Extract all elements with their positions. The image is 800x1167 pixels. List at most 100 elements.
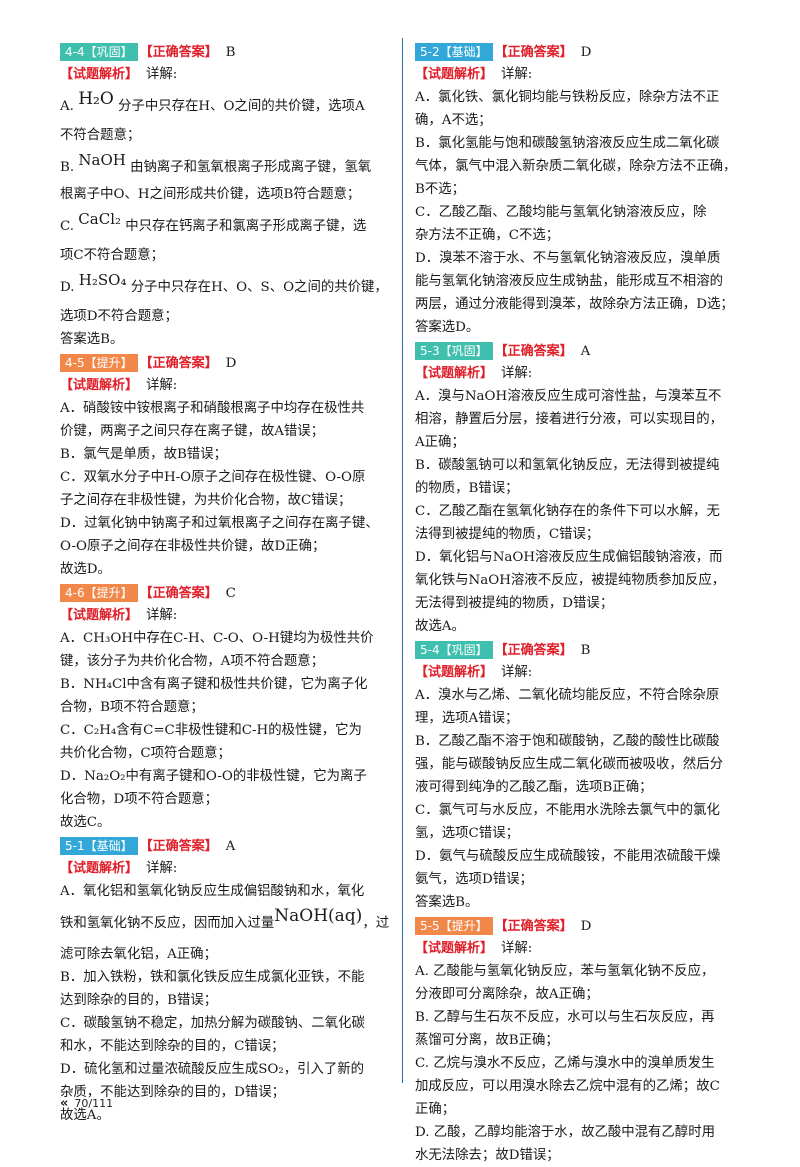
text-line: 项C不符合题意； — [60, 248, 164, 263]
text-line: D．硫化氢和过量浓硫酸反应生成SO₂，引入了新的 — [60, 1062, 365, 1077]
text-line: 氢，选项C错误； — [415, 826, 519, 841]
text-line: 氧化铁与NaOH溶液不反应，被提纯物质参加反应， — [415, 573, 726, 588]
text-line: B．加入铁粉，铁和氯化铁反应生成氯化亚铁，不能 — [60, 970, 365, 985]
answer-value: D — [580, 918, 592, 934]
question-tag: 5-1【基础】 — [60, 837, 138, 855]
question-header: 4-5【提升】 【正确答案】 D — [60, 352, 390, 374]
page-number: 70/111 — [74, 1097, 114, 1110]
analysis-row: 【试题解析】 详解: — [415, 63, 750, 86]
detail-label: 详解: — [146, 861, 178, 876]
detail-label: 详解: — [146, 378, 178, 393]
text-line: B．氯化氢能与饱和碳酸氢钠溶液反应生成二氧化碳 — [415, 136, 720, 151]
text-line: C．乙酸乙酯在氢氧化钠存在的条件下可以水解，无 — [415, 504, 720, 519]
text-line: 故选D。 — [60, 562, 111, 577]
text-line: D. H₂SO₄ 分子中只存在H、O、S、O之间的共价键， — [60, 271, 388, 295]
analysis-label: 【试题解析】 — [415, 665, 494, 680]
answer-label: 【正确答案】 — [139, 355, 218, 371]
detail-label: 详解: — [146, 67, 178, 82]
text-line: 液可得到纯净的乙酸乙酯，选项B正确； — [415, 780, 653, 795]
question-tag: 4-6【提升】 — [60, 584, 138, 602]
text-line: B. 乙醇与生石灰不反应，水可以与生石灰反应，再 — [415, 1010, 715, 1025]
answer-label: 【正确答案】 — [494, 918, 573, 934]
text-line: 滤可除去氧化铝，A正确； — [60, 947, 217, 962]
question-header: 4-4【巩固】 【正确答案】 B — [60, 41, 390, 63]
text-line: A．硝酸铵中铵根离子和硝酸根离子中均存在极性共 — [60, 401, 365, 416]
detail-label: 详解: — [501, 941, 533, 956]
text-line: B．氯气是单质，故B错误； — [60, 447, 227, 462]
question-header: 5-1【基础】 【正确答案】 A — [60, 835, 390, 857]
answer-label: 【正确答案】 — [139, 44, 218, 60]
text-line: 两层，通过分液能得到溴苯，故除杂方法正确，D选； — [415, 297, 734, 312]
formula: NaOH — [78, 151, 126, 169]
text-line: 蒸馏可分离，故B正确； — [415, 1033, 559, 1048]
text-line: 故选C。 — [60, 815, 111, 830]
text-line: A正确； — [415, 435, 465, 450]
text-line: 价键，两离子之间只存在离子键，故A错误； — [60, 424, 325, 439]
text-line: 加成反应，可以用溴水除去乙烷中混有的乙烯；故C — [415, 1079, 720, 1094]
text-line: C. CaCl₂ 中只存在钙离子和氯离子形成离子键，选 — [60, 210, 367, 234]
text-line: 达到除杂的目的，B错误； — [60, 993, 218, 1008]
text-line: C．双氧水分子中H-O原子之间存在极性键、O-O原 — [60, 470, 366, 485]
analysis-row: 【试题解析】 详解: — [60, 604, 390, 627]
question-tag: 4-5【提升】 — [60, 354, 138, 372]
text-line: 法得到被提纯的物质，C错误； — [415, 527, 600, 542]
text-line: A．CH₃OH中存在C-H、C-O、O-H键均为极性共价 — [60, 631, 374, 646]
text-line: A. 乙酸能与氢氧化钠反应，苯与氢氧化钠不反应， — [415, 964, 715, 979]
answer-value: B — [225, 44, 236, 60]
detail-label: 详解: — [501, 665, 533, 680]
text-line: D．氨气与硫酸反应生成硫酸铵，不能用浓硫酸干燥 — [415, 849, 721, 864]
formula: CaCl₂ — [78, 210, 122, 228]
question-tag: 5-5【提升】 — [415, 917, 493, 935]
answer-label: 【正确答案】 — [494, 44, 573, 60]
detail-label: 详解: — [146, 608, 178, 623]
text-line: D．过氧化钠中钠离子和过氧根离子之间存在离子键、 — [60, 516, 379, 531]
question-header: 5-2【基础】 【正确答案】 D — [415, 41, 750, 63]
formula: H₂O — [78, 89, 114, 109]
text-line: 水无法除去；故D错误； — [415, 1148, 560, 1163]
text-line: 相溶，静置后分层，接着进行分液，可以实现目的， — [415, 412, 723, 427]
text-line: A．氧化铝和氢氧化钠反应生成偏铝酸钠和水，氧化 — [60, 884, 365, 899]
question-tag: 5-3【巩固】 — [415, 342, 493, 360]
text-line: 确，A不选； — [415, 113, 492, 128]
text-line: D．溴苯不溶于水、不与氢氧化钠溶液反应，溴单质 — [415, 251, 721, 266]
text-line: A．溴与NaOH溶液反应生成可溶性盐，与溴苯互不 — [415, 389, 722, 404]
text-line: 杂方法不正确，C不选； — [415, 228, 560, 243]
text-line: D．Na₂O₂中有离子键和O-O的非极性键，它为离子 — [60, 769, 367, 784]
answer-value: A — [225, 838, 236, 854]
text-line: 答案选B。 — [415, 895, 479, 910]
analysis-row: 【试题解析】 详解: — [415, 362, 750, 385]
text-line: A. H₂O 分子中只存在H、O之间的共价键，选项A — [60, 89, 365, 114]
analysis-label: 【试题解析】 — [60, 378, 139, 393]
text-line: 化合物，D项不符合题意； — [60, 792, 219, 807]
formula: H₂SO₄ — [78, 271, 127, 289]
text-line: D. 乙酸，乙醇均能溶于水，故乙酸中混有乙醇时用 — [415, 1125, 715, 1140]
answer-value: D — [580, 44, 592, 60]
text-line: 气体，氯气中混入新杂质二氧化碳，除杂方法不正确， — [415, 159, 737, 174]
formula: NaOH(aq) — [274, 906, 363, 926]
analysis-row: 【试题解析】 详解: — [415, 937, 750, 960]
text-line: 分液即可分离除杂，故A正确； — [415, 987, 599, 1002]
text-line: 氨气，选项D错误； — [415, 872, 533, 887]
detail-label: 详解: — [501, 366, 533, 381]
text-line: C．碳酸氢钠不稳定，加热分解为碳酸钠、二氧化碳 — [60, 1016, 365, 1031]
analysis-row: 【试题解析】 详解: — [60, 63, 390, 86]
analysis-row: 【试题解析】 详解: — [415, 661, 750, 684]
analysis-label: 【试题解析】 — [415, 941, 494, 956]
detail-label: 详解: — [501, 67, 533, 82]
text-line: 强，能与碳酸钠反应生成二氧化碳而被吸收，然后分 — [415, 757, 723, 772]
answer-label: 【正确答案】 — [494, 343, 573, 359]
question-header: 5-3【巩固】 【正确答案】 A — [415, 340, 750, 362]
analysis-label: 【试题解析】 — [415, 67, 494, 82]
text-line: B．NH₄Cl中含有离子键和极性共价键，它为离子化 — [60, 677, 368, 692]
text-line: 键，该分子为共价化合物，A项不符合题意； — [60, 654, 325, 669]
text-line: C．乙酸乙酯、乙酸均能与氢氧化钠溶液反应，除 — [415, 205, 707, 220]
right-column: 5-2【基础】 【正确答案】 D 【试题解析】 详解: A．氯化铁、氯化铜均能与铁… — [415, 40, 750, 1167]
question-header: 5-5【提升】 【正确答案】 D — [415, 915, 750, 937]
question-tag: 4-4【巩固】 — [60, 43, 138, 61]
question-tag: 5-4【巩固】 — [415, 641, 493, 659]
text-line: 选项D不符合题意； — [60, 309, 178, 324]
page-footer: « 70/111 — [60, 1096, 113, 1111]
text-line: 和水，不能达到除杂的目的，C错误； — [60, 1039, 285, 1054]
text-line: 杂质，不能达到除杂的目的，D错误； — [60, 1085, 285, 1100]
text-line: 故选A。 — [415, 619, 465, 634]
